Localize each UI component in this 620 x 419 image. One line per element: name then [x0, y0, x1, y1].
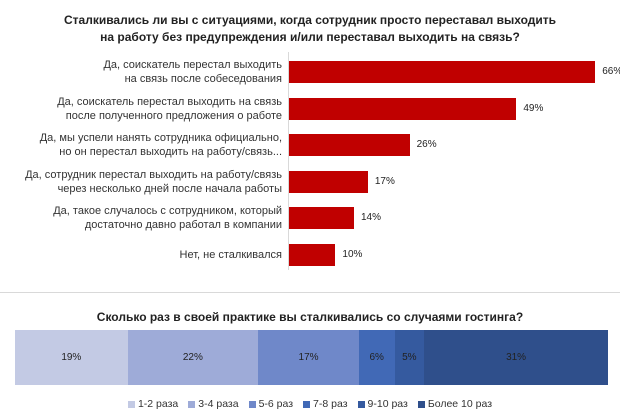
legend-item: 3-4 раза	[188, 398, 239, 410]
legend-label: 1-2 раза	[137, 398, 179, 410]
legend-label: 7-8 раз	[313, 398, 348, 410]
data-label: 17%	[374, 175, 395, 187]
legend-item: 1-2 раза	[127, 398, 179, 410]
category-label-line: Да, соискатель перестал выходить	[103, 59, 282, 71]
bar	[289, 97, 517, 120]
bar	[289, 134, 410, 157]
category-label-line: достаточно давно работал в компании	[84, 219, 282, 232]
legend-item: 7-8 раз	[303, 398, 348, 410]
data-label: 66%	[602, 66, 620, 77]
data-label: 14%	[360, 212, 381, 224]
data-label: 19%	[61, 352, 82, 363]
stack-segment: 22%	[127, 330, 259, 385]
legend-swatch	[127, 400, 135, 408]
stack-segment: 19%	[15, 330, 128, 385]
legend-item: 9-10 раз	[357, 398, 408, 410]
bar	[289, 244, 336, 266]
category-label-line: на связь после собеседования	[124, 73, 282, 85]
category-label: Да, такое случалось с сотрудником, котор…	[12, 204, 282, 232]
legend-item: 5-6 раз	[248, 398, 294, 410]
category-label-line: через несколько дней после начала работы	[57, 182, 282, 195]
data-label: 17%	[298, 352, 319, 363]
category-label-line: Да, такое случалось с сотрудником, котор…	[53, 205, 282, 218]
data-label: 49%	[523, 102, 544, 114]
legend-swatch	[303, 400, 311, 408]
category-label: Нет, не сталкивался	[12, 248, 283, 262]
category-label: Да, соискатель перестал выходить на связ…	[12, 95, 282, 123]
legend-label: Более 10 раз	[427, 398, 493, 410]
data-label: 10%	[342, 249, 363, 260]
category-label-line: Да, мы успели нанять сотрудника официаль…	[39, 132, 282, 145]
data-label: 22%	[182, 352, 203, 363]
data-label: 31%	[506, 352, 527, 363]
category-label-line: Да, соискатель перестал выходить на связ…	[57, 95, 282, 108]
legend-swatch	[357, 400, 365, 408]
category-label: Да, сотрудник перестал выходить на работ…	[12, 168, 282, 196]
chart1-title: Сталкивались ли вы с ситуациями, когда с…	[0, 12, 620, 46]
legend-item: Более 10 раз	[417, 398, 493, 410]
divider	[0, 292, 620, 293]
data-label: 5%	[402, 352, 417, 363]
stack-segment: 31%	[424, 330, 608, 385]
legend-swatch	[248, 400, 256, 408]
data-label: 6%	[369, 352, 384, 363]
legend-label: 3-4 раза	[198, 398, 239, 410]
legend-swatch	[417, 400, 425, 408]
chart1-title-line: Сталкивались ли вы с ситуациями, когда с…	[63, 13, 557, 27]
stack-segment: 6%	[358, 330, 395, 385]
category-label-line: после полученного предложения о работе	[65, 109, 282, 122]
category-label: Да, мы успели нанять сотрудника официаль…	[12, 131, 282, 159]
category-label-line: но он перестал выходить на работу/связь.…	[59, 146, 282, 159]
category-label: Да, соискатель перестал выходить на связь…	[12, 58, 282, 86]
category-label-line: Да, сотрудник перестал выходить на работ…	[25, 168, 282, 181]
legend-label: 5-6 раз	[258, 398, 294, 410]
legend-swatch	[188, 400, 196, 408]
chart2-legend: 1-2 раза 3-4 раза 5-6 раз 7-8 раз 9-10 раз Бо…	[0, 398, 620, 410]
category-label-line: Нет, не сталкивался	[179, 249, 283, 261]
stack-segment: 5%	[394, 330, 425, 385]
data-label: 26%	[416, 139, 437, 151]
legend-label: 9-10 раз	[367, 398, 408, 410]
bar	[289, 61, 596, 83]
chart1-title-line: на работу без предупреждения и/или перес…	[100, 30, 520, 44]
chart1-axis	[288, 52, 289, 270]
bar	[289, 170, 368, 193]
bar	[289, 207, 354, 230]
stack-segment: 17%	[258, 330, 359, 385]
chart2-title: Сколько раз в своей практике вы сталкива…	[96, 310, 524, 324]
